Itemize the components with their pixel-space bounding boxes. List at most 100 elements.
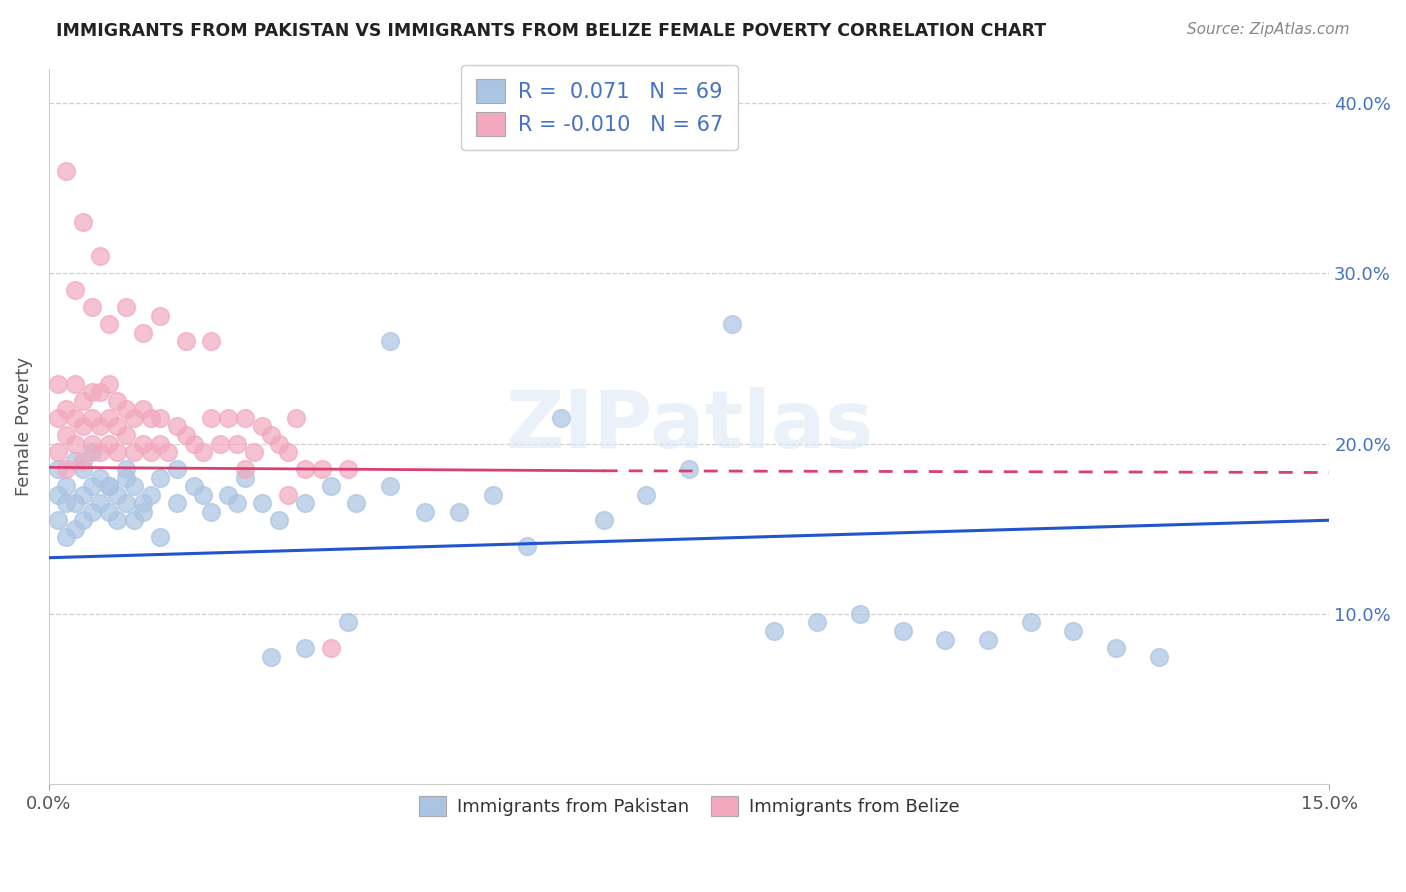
- Point: [277, 445, 299, 459]
- Point: [63, 522, 86, 536]
- Point: [46, 513, 69, 527]
- Point: [269, 436, 291, 450]
- Point: [55, 163, 77, 178]
- Point: [191, 488, 214, 502]
- Point: [63, 411, 86, 425]
- Point: [149, 436, 172, 450]
- Point: [294, 496, 316, 510]
- Point: [1062, 624, 1084, 638]
- Point: [114, 462, 136, 476]
- Point: [217, 411, 239, 425]
- Point: [114, 300, 136, 314]
- Point: [252, 496, 274, 510]
- Point: [183, 436, 205, 450]
- Point: [849, 607, 872, 621]
- Point: [191, 445, 214, 459]
- Point: [243, 445, 266, 459]
- Point: [124, 479, 146, 493]
- Point: [550, 411, 572, 425]
- Point: [977, 632, 1000, 647]
- Point: [55, 479, 77, 493]
- Point: [233, 462, 256, 476]
- Point: [97, 376, 120, 391]
- Point: [80, 300, 103, 314]
- Point: [319, 641, 342, 656]
- Point: [1105, 641, 1128, 656]
- Point: [89, 249, 111, 263]
- Point: [124, 411, 146, 425]
- Point: [166, 419, 188, 434]
- Point: [149, 470, 172, 484]
- Point: [233, 470, 256, 484]
- Point: [80, 479, 103, 493]
- Point: [285, 411, 308, 425]
- Point: [294, 641, 316, 656]
- Point: [141, 445, 163, 459]
- Point: [319, 479, 342, 493]
- Point: [114, 428, 136, 442]
- Point: [80, 436, 103, 450]
- Point: [132, 326, 155, 340]
- Point: [149, 411, 172, 425]
- Point: [200, 505, 222, 519]
- Text: Source: ZipAtlas.com: Source: ZipAtlas.com: [1187, 22, 1350, 37]
- Point: [934, 632, 956, 647]
- Point: [132, 496, 155, 510]
- Point: [200, 411, 222, 425]
- Point: [80, 505, 103, 519]
- Point: [336, 462, 359, 476]
- Point: [46, 488, 69, 502]
- Point: [89, 470, 111, 484]
- Point: [260, 649, 283, 664]
- Point: [516, 539, 538, 553]
- Point: [105, 445, 128, 459]
- Point: [174, 334, 197, 349]
- Point: [63, 453, 86, 467]
- Point: [141, 488, 163, 502]
- Point: [80, 411, 103, 425]
- Point: [114, 470, 136, 484]
- Point: [124, 445, 146, 459]
- Point: [174, 428, 197, 442]
- Point: [105, 488, 128, 502]
- Point: [311, 462, 333, 476]
- Point: [891, 624, 914, 638]
- Point: [636, 488, 658, 502]
- Point: [46, 411, 69, 425]
- Point: [105, 513, 128, 527]
- Point: [124, 513, 146, 527]
- Point: [55, 428, 77, 442]
- Point: [482, 488, 505, 502]
- Point: [157, 445, 180, 459]
- Point: [1147, 649, 1170, 664]
- Point: [277, 488, 299, 502]
- Point: [208, 436, 231, 450]
- Point: [183, 479, 205, 493]
- Point: [233, 411, 256, 425]
- Point: [132, 402, 155, 417]
- Point: [55, 530, 77, 544]
- Point: [105, 419, 128, 434]
- Point: [89, 445, 111, 459]
- Point: [132, 505, 155, 519]
- Point: [80, 385, 103, 400]
- Point: [806, 615, 828, 630]
- Point: [592, 513, 614, 527]
- Point: [149, 309, 172, 323]
- Text: IMMIGRANTS FROM PAKISTAN VS IMMIGRANTS FROM BELIZE FEMALE POVERTY CORRELATION CH: IMMIGRANTS FROM PAKISTAN VS IMMIGRANTS F…: [56, 22, 1046, 40]
- Point: [97, 479, 120, 493]
- Point: [97, 411, 120, 425]
- Y-axis label: Female Poverty: Female Poverty: [15, 357, 32, 496]
- Text: ZIPatlas: ZIPatlas: [505, 387, 873, 466]
- Point: [55, 496, 77, 510]
- Point: [344, 496, 367, 510]
- Point: [72, 513, 94, 527]
- Point: [55, 462, 77, 476]
- Point: [294, 462, 316, 476]
- Point: [200, 334, 222, 349]
- Point: [105, 393, 128, 408]
- Point: [97, 436, 120, 450]
- Point: [97, 479, 120, 493]
- Point: [720, 317, 742, 331]
- Point: [72, 215, 94, 229]
